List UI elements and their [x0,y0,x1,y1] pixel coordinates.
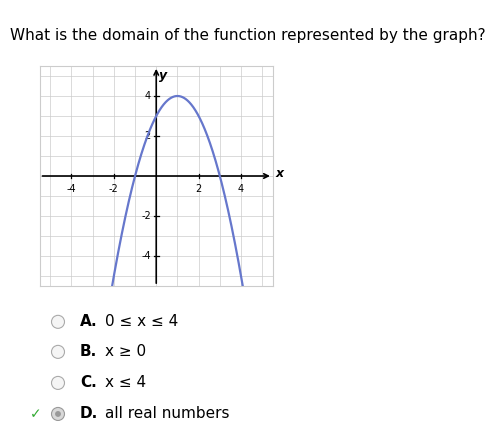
Text: -4: -4 [66,183,76,194]
Circle shape [52,376,64,389]
Text: A.: A. [80,314,98,329]
Text: ✓: ✓ [30,407,42,421]
Circle shape [52,315,64,328]
Text: -2: -2 [109,183,119,194]
Text: x ≥ 0: x ≥ 0 [105,345,146,359]
Text: x ≤ 4: x ≤ 4 [105,375,146,390]
Circle shape [55,411,61,417]
Text: x: x [276,166,284,180]
Text: 2: 2 [195,183,202,194]
Text: -4: -4 [141,251,151,261]
Text: C.: C. [80,375,97,390]
Text: -2: -2 [141,211,151,221]
Text: y: y [159,69,168,82]
Text: 4: 4 [145,91,151,101]
Text: What is the domain of the function represented by the graph?: What is the domain of the function repre… [10,28,486,43]
Text: B.: B. [80,345,97,359]
Circle shape [52,345,64,359]
Text: 2: 2 [145,131,151,141]
Text: 0 ≤ x ≤ 4: 0 ≤ x ≤ 4 [105,314,178,329]
Text: D.: D. [80,407,98,422]
Text: all real numbers: all real numbers [105,407,230,422]
Text: 4: 4 [238,183,244,194]
Circle shape [52,407,64,421]
